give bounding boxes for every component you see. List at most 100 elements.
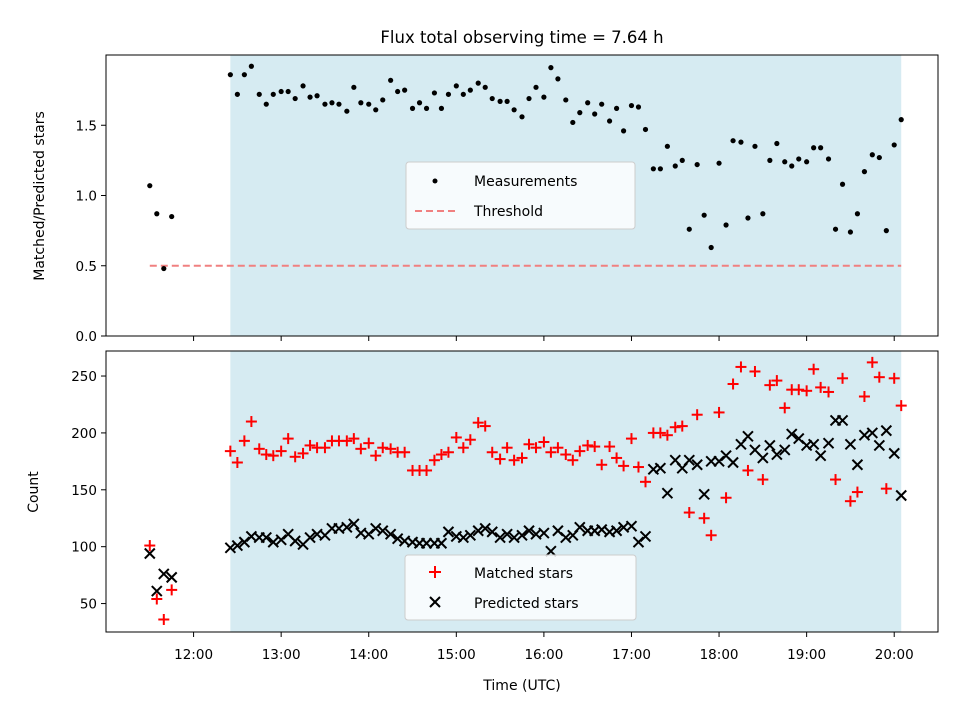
xtick-label: 16:00: [524, 647, 563, 663]
top-ytick-label: 1.0: [76, 189, 97, 205]
predicted-star-point: [370, 522, 382, 535]
predicted-star-point: [858, 429, 871, 441]
matched-star-point: [245, 416, 257, 428]
matched-star-point: [260, 449, 272, 461]
matched-star-point: [238, 435, 250, 447]
measurement-point: [847, 229, 854, 235]
matched-star-point: [895, 400, 907, 412]
measurement-point: [825, 156, 832, 162]
measurement-point: [613, 105, 620, 111]
matched-star-point: [713, 406, 725, 418]
predicted-star-point: [691, 459, 703, 471]
predicted-star-point: [267, 536, 279, 548]
measurement-point: [628, 102, 635, 109]
predicted-star-point: [457, 531, 470, 544]
matched-star-point: [582, 439, 594, 451]
measurement-point: [423, 105, 430, 111]
matched-star-point: [530, 442, 542, 454]
matched-star-point: [632, 461, 644, 473]
matched-star-point: [837, 372, 849, 384]
predicted-star-point: [501, 528, 513, 540]
measurement-point: [344, 108, 350, 114]
legend-matched-label: Matched stars: [474, 566, 573, 582]
matched-star-point: [844, 495, 856, 507]
predicted-star-point: [625, 520, 638, 532]
matched-star-point: [654, 427, 666, 439]
bot-ytick-label: 250: [71, 369, 97, 385]
matched-star-point: [596, 459, 608, 471]
measurement-point: [270, 91, 276, 97]
predicted-star-point: [742, 430, 754, 443]
measurement-point: [883, 228, 889, 234]
measurement-point: [664, 143, 670, 149]
top-legend-box: [405, 161, 636, 230]
predicted-star-point: [472, 525, 484, 537]
top-legend: Measurements Threshold: [405, 161, 636, 230]
measurement-point: [701, 212, 707, 218]
predicted-star-point: [851, 459, 864, 471]
measurement-point: [278, 88, 284, 95]
bottom-legend: Matched stars Predicted stars: [404, 554, 637, 621]
matched-star-point: [385, 443, 397, 455]
measurement-point: [453, 83, 459, 89]
bot-ytick-label: 200: [71, 426, 97, 442]
matched-star-point: [742, 464, 754, 476]
predicted-star-point: [442, 526, 455, 538]
measurement-point: [577, 110, 583, 116]
matched-star-point: [428, 454, 440, 466]
matched-star-point: [370, 450, 382, 462]
measurement-point: [585, 100, 591, 106]
measurement-point: [285, 88, 291, 95]
measurement-point: [898, 117, 904, 123]
top-panel: 0.0 0.5 1.0 1.5 Matched/Predicted stars Mea…: [32, 54, 939, 345]
matched-star-point: [144, 540, 156, 552]
predicted-star-point: [866, 427, 879, 439]
measurement-point: [161, 265, 167, 272]
predicted-star-point: [538, 527, 550, 539]
legend-matched-marker: [429, 566, 441, 578]
predicted-star-point: [508, 531, 520, 544]
measurement-point: [314, 93, 320, 99]
matched-star-point: [808, 363, 820, 375]
matched-star-point: [567, 454, 579, 466]
measurement-point: [489, 95, 495, 102]
bottom-axes-frame: [105, 350, 939, 633]
predicted-star-point: [844, 438, 857, 450]
matched-star-point: [275, 445, 287, 457]
matched-star-point: [348, 433, 360, 445]
legend-measurement-marker: [432, 178, 438, 184]
matched-star-point: [399, 446, 411, 458]
bot-ytick-label: 50: [80, 597, 97, 613]
matched-star-point: [764, 379, 776, 391]
predicted-star-point: [341, 521, 353, 534]
measurement-point: [861, 169, 868, 175]
matched-star-point: [253, 443, 265, 455]
measurement-point: [642, 126, 649, 133]
xtick-label: 20:00: [875, 647, 914, 663]
measurement-point: [431, 90, 438, 96]
measurement-point: [482, 84, 488, 90]
measurement-point: [854, 211, 861, 217]
measurement-point: [541, 94, 547, 100]
matched-star-point: [231, 456, 243, 468]
measurement-point: [460, 91, 466, 97]
matched-star-point: [355, 443, 367, 455]
measurement-point: [241, 72, 247, 78]
measurement-point: [234, 91, 240, 97]
measurement-point: [804, 159, 810, 165]
matched-star-point: [363, 437, 375, 449]
predicted-star-point: [231, 539, 244, 552]
measurement-point: [869, 152, 875, 158]
matched-star-point: [479, 420, 491, 432]
matched-star-point: [282, 433, 294, 445]
matched-star-point: [625, 433, 637, 445]
measurement-point: [154, 211, 160, 217]
measurement-point: [891, 142, 897, 148]
measurement-point: [767, 157, 773, 163]
matched-star-point: [683, 507, 695, 519]
measurement-point: [606, 118, 613, 124]
measurement-point: [694, 161, 700, 168]
measurement-point: [227, 72, 233, 78]
matched-star-point: [267, 450, 279, 462]
measurement-point: [336, 101, 342, 107]
